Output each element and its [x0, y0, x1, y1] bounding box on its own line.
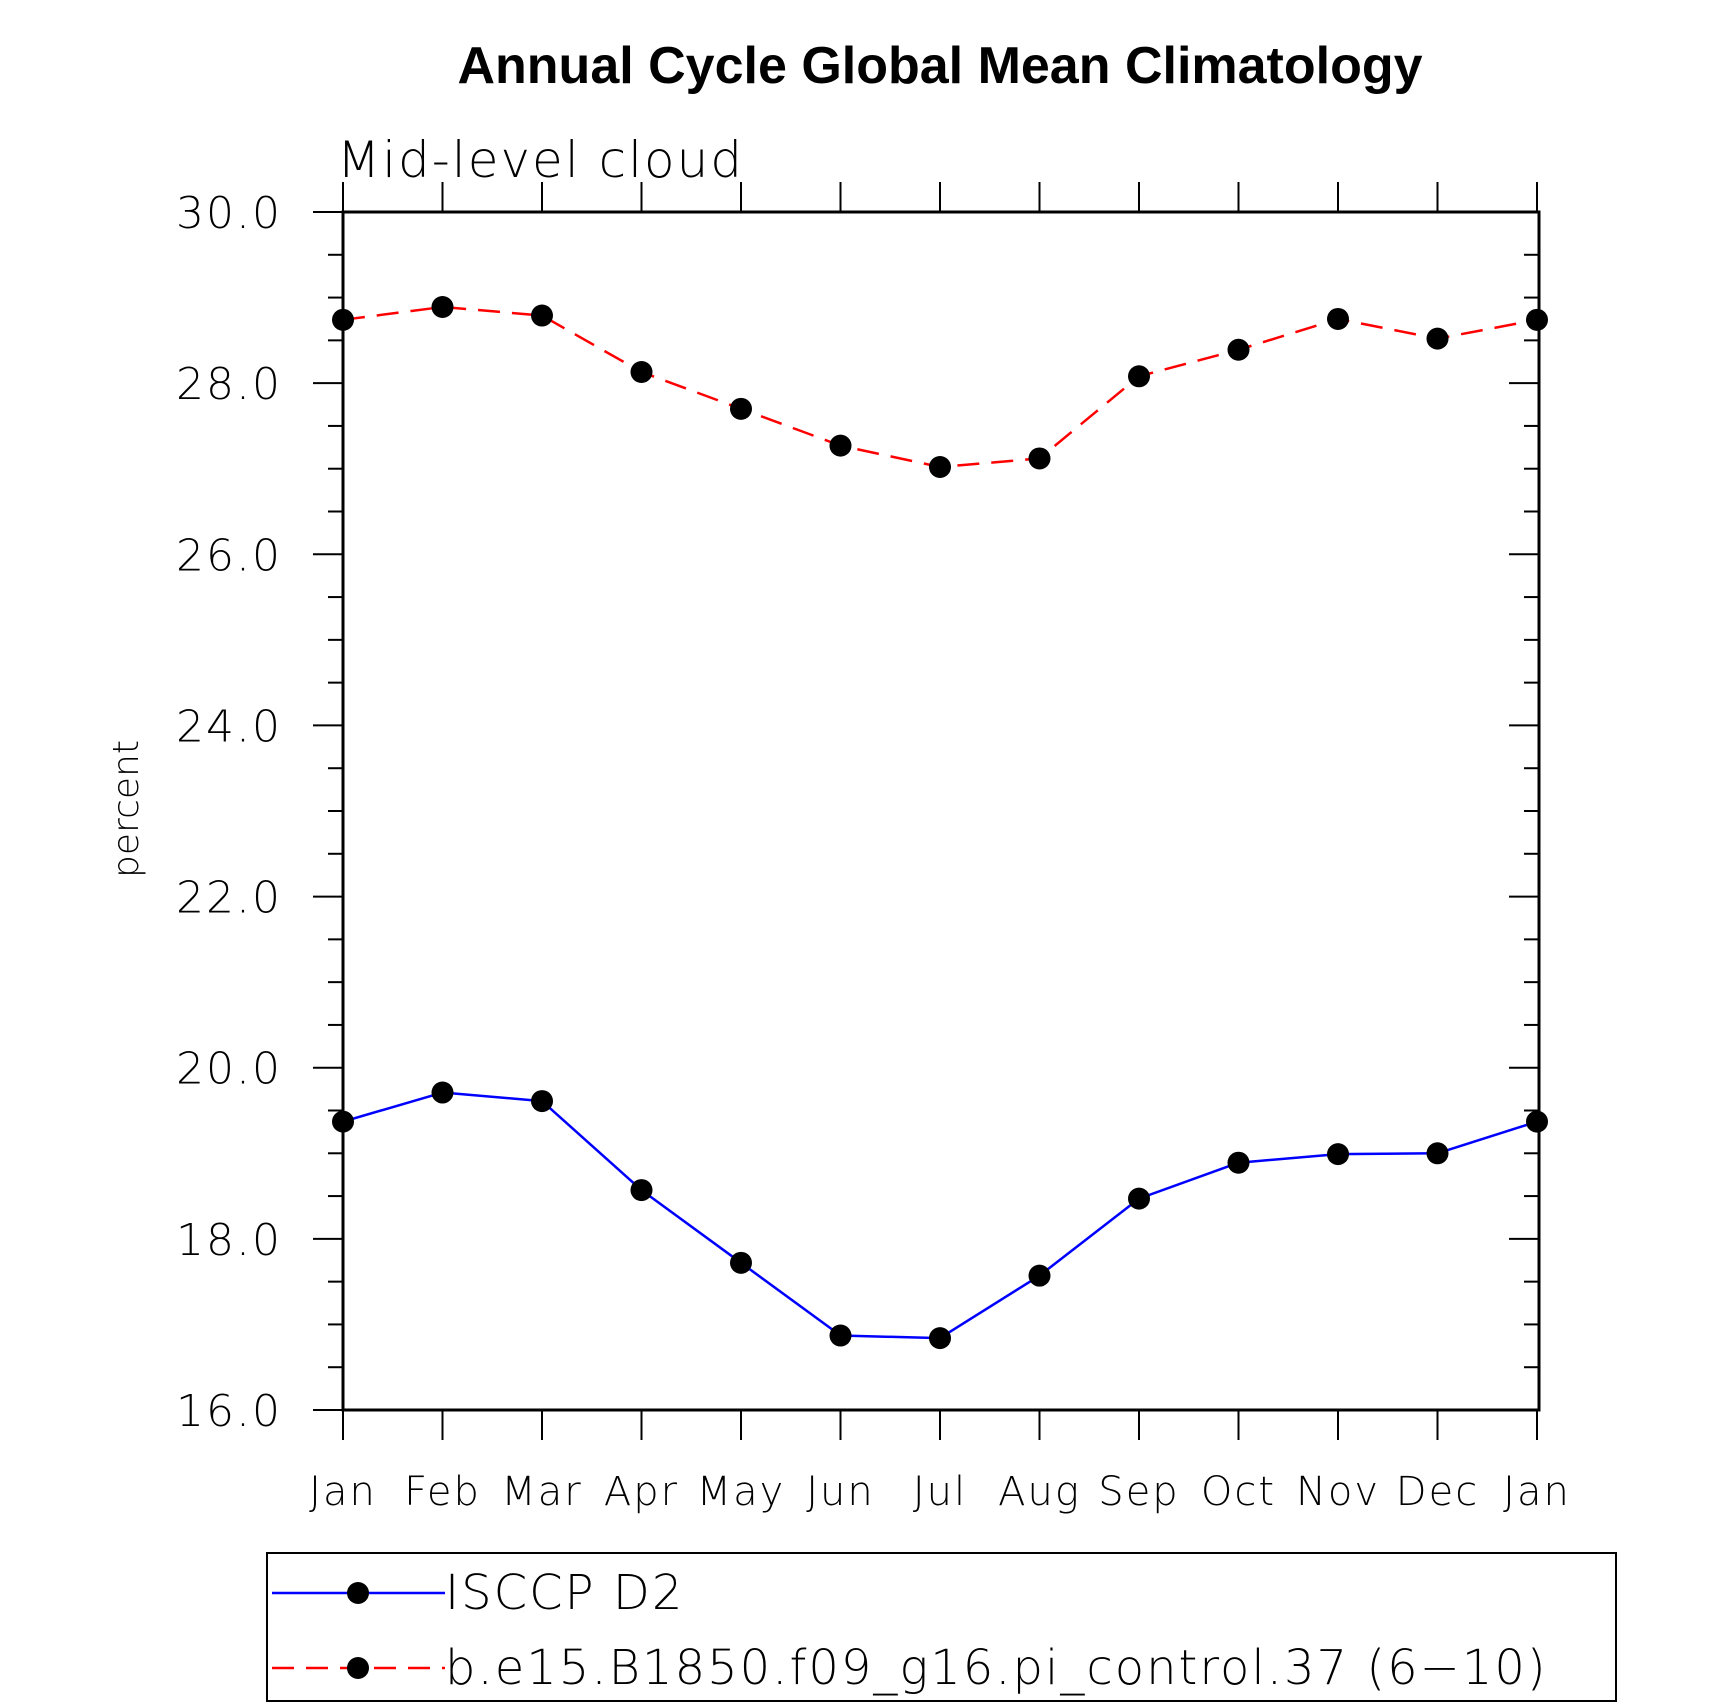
legend: ISCCP D2 b.e15.B1850.f09_g16.pi_control.… [266, 1552, 1617, 1702]
data-point [929, 456, 951, 479]
x-tick-label: Nov [1296, 1469, 1380, 1515]
plot-frame [341, 210, 1541, 1412]
data-point [829, 434, 852, 457]
x-tick-label: Jan [1503, 1469, 1571, 1515]
legend-box [266, 1552, 1617, 1702]
legend-marker-series-1 [347, 1582, 369, 1604]
x-tick-label: Sep [1098, 1469, 1179, 1515]
x-tick-label: Jul [913, 1469, 967, 1515]
series-layer [332, 295, 1548, 1350]
y-tick-label: 30.0 [176, 188, 282, 239]
data-point [1028, 1264, 1051, 1287]
data-point [1128, 1187, 1150, 1210]
series-group [332, 295, 1548, 479]
x-tick-label: Mar [501, 1469, 582, 1515]
y-tick-label: 24.0 [176, 701, 282, 752]
y-tick-label: 26.0 [176, 530, 282, 581]
data-point [1426, 327, 1449, 350]
y-axis-label: percent [106, 740, 147, 878]
legend-label-series-1: ISCCP D2 [445, 1565, 684, 1621]
data-point [630, 1179, 653, 1202]
data-point [730, 1251, 752, 1274]
data-point [1526, 1110, 1548, 1133]
x-tick-label: Aug [998, 1469, 1081, 1515]
x-tick-label: May [697, 1469, 786, 1515]
series-group [332, 1081, 1548, 1350]
data-point [431, 1081, 454, 1104]
data-point [1128, 365, 1150, 388]
data-point [1227, 1151, 1250, 1174]
data-point [730, 397, 752, 420]
y-tick-label: 18.0 [176, 1215, 282, 1266]
series-line [342, 305, 1538, 469]
y-axis-ticks [313, 211, 1539, 1411]
chart-title: Annual Cycle Global Mean Climatology [457, 37, 1422, 95]
series-line [342, 1091, 1538, 1340]
chart-subtitle: Mid-level cloud [337, 131, 744, 189]
x-tick-label: Dec [1396, 1469, 1479, 1515]
x-axis-tick-labels: Jan Feb Mar Apr May Jun Jul Aug Sep Oct Nov Dec Jan [309, 1469, 1571, 1515]
data-point [1327, 1143, 1349, 1166]
y-tick-label: 22.0 [176, 873, 282, 924]
y-axis-tick-labels: 16.0 18.0 20.0 22.0 24.0 26.0 28.0 30.0 [176, 188, 282, 1437]
data-point [531, 304, 553, 327]
data-point [1426, 1142, 1449, 1165]
y-tick-label: 16.0 [176, 1386, 282, 1437]
data-point [431, 295, 454, 318]
data-point [531, 1090, 553, 1113]
legend-label-series-2: b.e15.B1850.f09_g16.pi_control.37 (6−10) [445, 1640, 1548, 1696]
data-point [1526, 308, 1548, 331]
data-point [332, 1110, 354, 1133]
data-point [630, 361, 653, 384]
y-tick-label: 20.0 [176, 1044, 282, 1095]
data-point [929, 1327, 951, 1350]
x-tick-label: Feb [404, 1469, 481, 1515]
data-point [332, 308, 354, 331]
legend-marker-series-2 [347, 1657, 369, 1679]
data-point [1327, 307, 1349, 330]
x-tick-label: Jan [309, 1469, 377, 1515]
data-point [1028, 447, 1051, 470]
x-tick-label: Oct [1201, 1469, 1276, 1515]
data-point [829, 1324, 852, 1347]
x-axis-ticks [342, 182, 1538, 1440]
data-point [1227, 338, 1250, 361]
y-tick-label: 28.0 [176, 359, 282, 410]
x-tick-label: Jun [806, 1469, 875, 1515]
x-tick-label: Apr [604, 1469, 679, 1515]
